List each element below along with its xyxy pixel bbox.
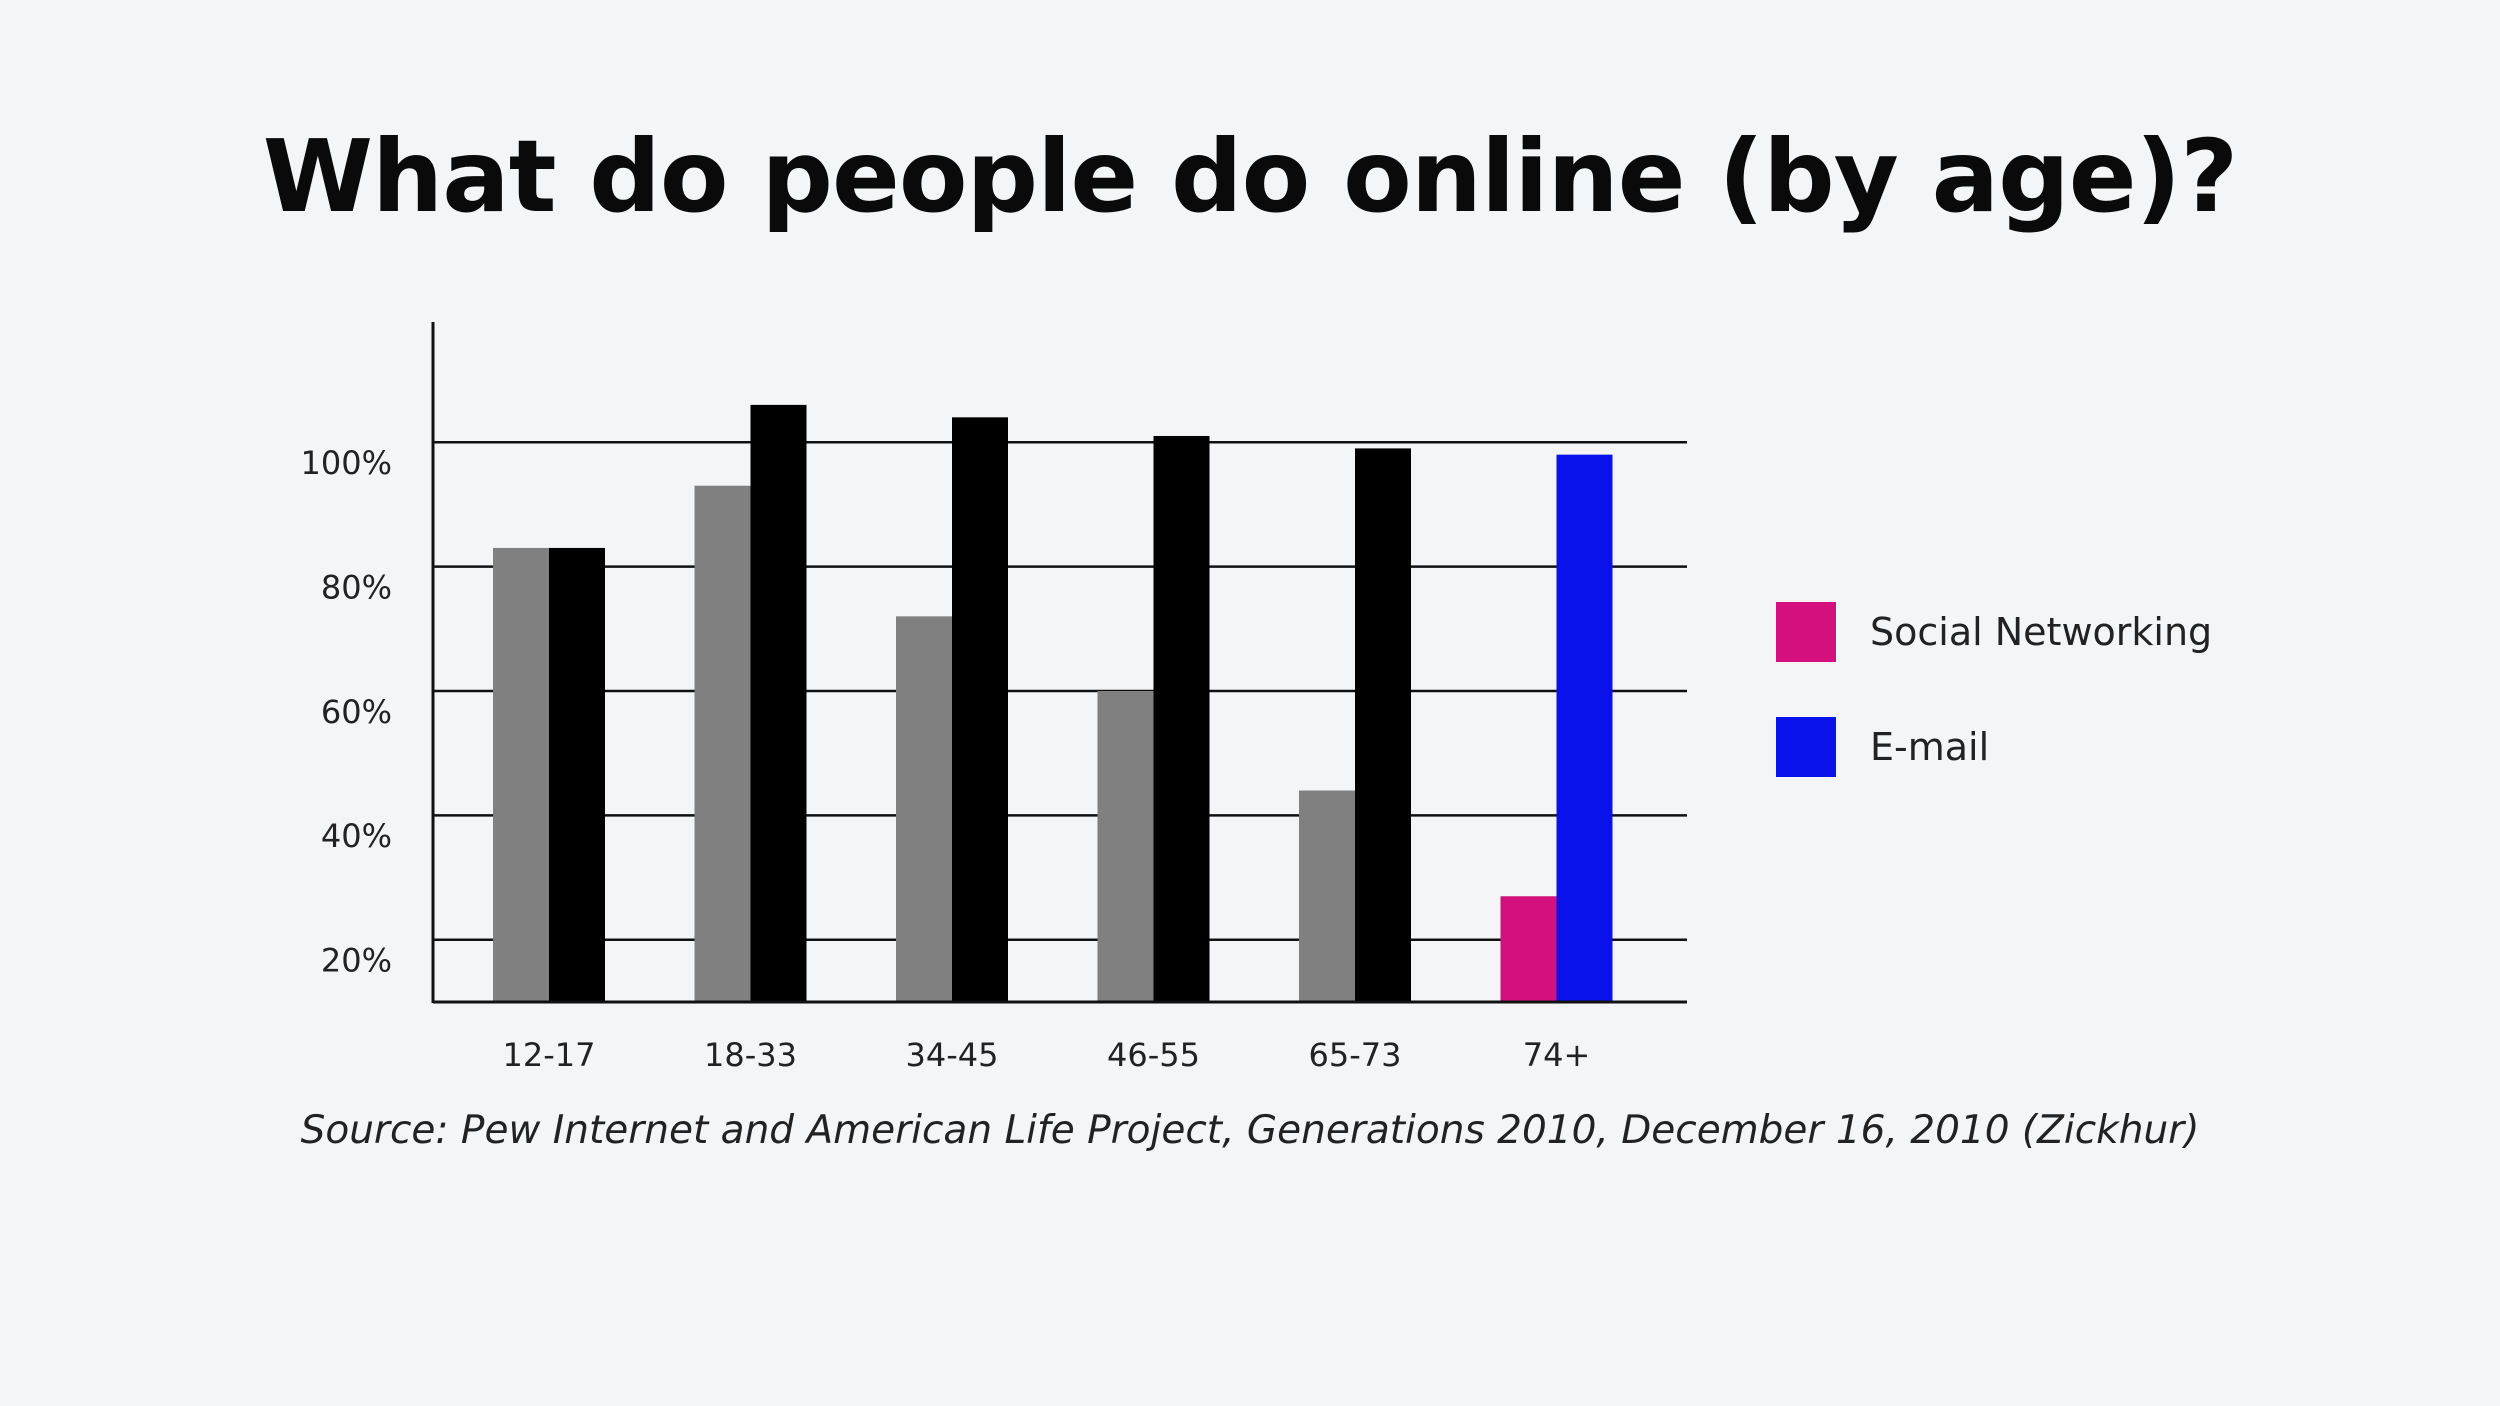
x-tick-label: 46-55 <box>1107 1036 1200 1074</box>
legend-swatch <box>1776 717 1836 777</box>
chart-title: What do people do online (by age)? <box>262 118 2239 235</box>
axes <box>431 322 1687 1004</box>
legend: Social Networking E-mail <box>1776 602 2212 777</box>
bar-email-65-73 <box>1355 448 1411 1002</box>
y-tick-label: 20% <box>321 942 392 980</box>
bar-email-34-45 <box>952 417 1008 1002</box>
legend-swatch <box>1776 602 1836 662</box>
y-tick-label: 80% <box>321 568 392 606</box>
bar-social-networking-34-45 <box>896 616 952 1002</box>
bar-social-networking-12-17 <box>493 547 549 1002</box>
legend-label: E-mail <box>1870 725 1989 769</box>
bar-email-74+ <box>1556 454 1613 1002</box>
y-tick-label: 100% <box>301 444 392 482</box>
bar-email-18-33 <box>750 404 807 1002</box>
tick-labels: 12-17 18-33 34-45 46-55 65-73 74+ 100% 80% 60% 40… <box>301 444 1591 1074</box>
gridlines <box>433 440 1687 942</box>
x-tick-label: 12-17 <box>503 1036 596 1074</box>
y-tick-label: 60% <box>321 693 392 731</box>
bar-social-networking-74+ <box>1500 896 1557 1002</box>
x-tick-label: 34-45 <box>906 1036 999 1074</box>
bar-email-46-55 <box>1153 435 1210 1003</box>
x-tick-label: 18-33 <box>704 1036 797 1074</box>
x-tick-label: 74+ <box>1523 1036 1591 1074</box>
bar-social-networking-46-55 <box>1097 691 1154 1002</box>
bar-social-networking-18-33 <box>694 485 751 1002</box>
source-note: Source: Pew Internet and American Life P… <box>300 1108 2200 1153</box>
bar-social-networking-65-73 <box>1299 790 1355 1002</box>
bar-email-12-17 <box>549 547 605 1002</box>
bars <box>493 404 1613 1003</box>
legend-label: Social Networking <box>1870 610 2212 654</box>
x-tick-label: 65-73 <box>1309 1036 1402 1074</box>
y-tick-label: 40% <box>321 817 392 855</box>
